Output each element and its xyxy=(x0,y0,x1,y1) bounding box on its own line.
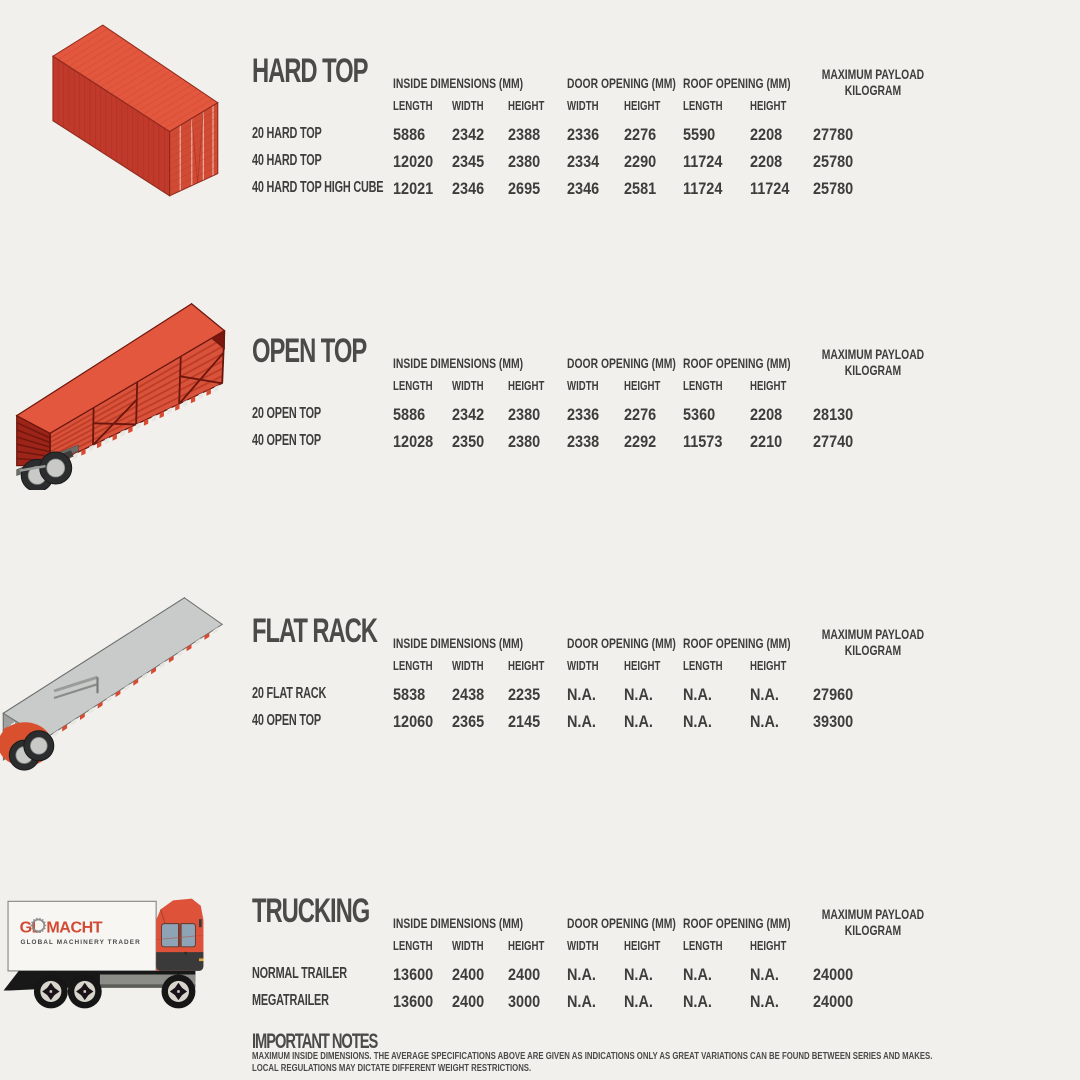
svg-text:MACHT: MACHT xyxy=(46,919,102,937)
svg-text:GLOBAL MACHINERY TRADER: GLOBAL MACHINERY TRADER xyxy=(21,939,141,946)
svg-text:GL: GL xyxy=(20,919,42,937)
